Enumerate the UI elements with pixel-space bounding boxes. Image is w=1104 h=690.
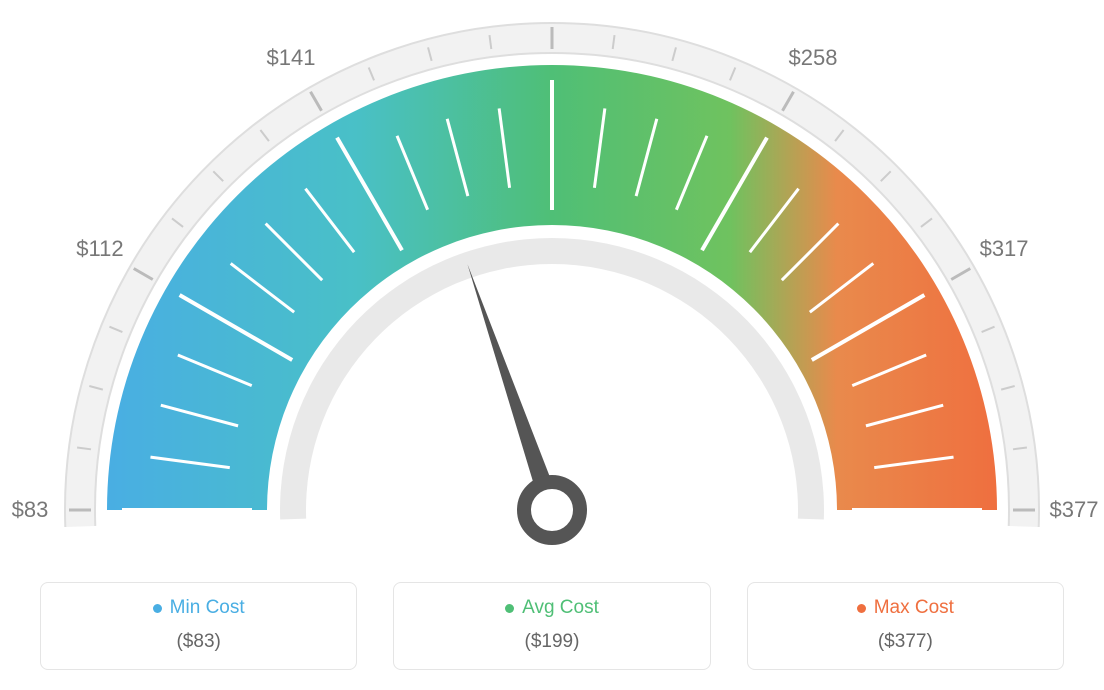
tick-label: $377 <box>1050 497 1099 523</box>
legend-label-max: Max Cost <box>857 597 954 619</box>
legend-value-min: ($83) <box>51 631 346 653</box>
tick-label: $258 <box>789 45 838 71</box>
legend-row: Min Cost ($83) Avg Cost ($199) Max Cost … <box>0 582 1104 670</box>
gauge-svg <box>0 0 1104 560</box>
legend-card-max: Max Cost ($377) <box>747 582 1064 670</box>
gauge-area: $83 $112 $141 $199 $258 $317 $377 <box>0 0 1104 560</box>
legend-card-min: Min Cost ($83) <box>40 582 357 670</box>
legend-label-avg: Avg Cost <box>505 597 599 619</box>
legend-text: Avg Cost <box>522 597 599 619</box>
legend-card-avg: Avg Cost ($199) <box>393 582 710 670</box>
dot-icon <box>153 604 162 613</box>
cost-gauge-chart: $83 $112 $141 $199 $258 $317 $377 Min Cost ($8… <box>0 0 1104 690</box>
tick-label: $112 <box>76 236 123 262</box>
legend-label-min: Min Cost <box>153 597 245 619</box>
legend-value-max: ($377) <box>758 631 1053 653</box>
tick-label: $141 <box>267 45 316 71</box>
legend-text: Min Cost <box>170 597 245 619</box>
tick-label: $199 <box>528 0 577 1</box>
tick-label: $317 <box>980 236 1029 262</box>
legend-text: Max Cost <box>874 597 954 619</box>
dot-icon <box>857 604 866 613</box>
dot-icon <box>505 604 514 613</box>
tick-label: $83 <box>12 497 49 523</box>
legend-value-avg: ($199) <box>404 631 699 653</box>
